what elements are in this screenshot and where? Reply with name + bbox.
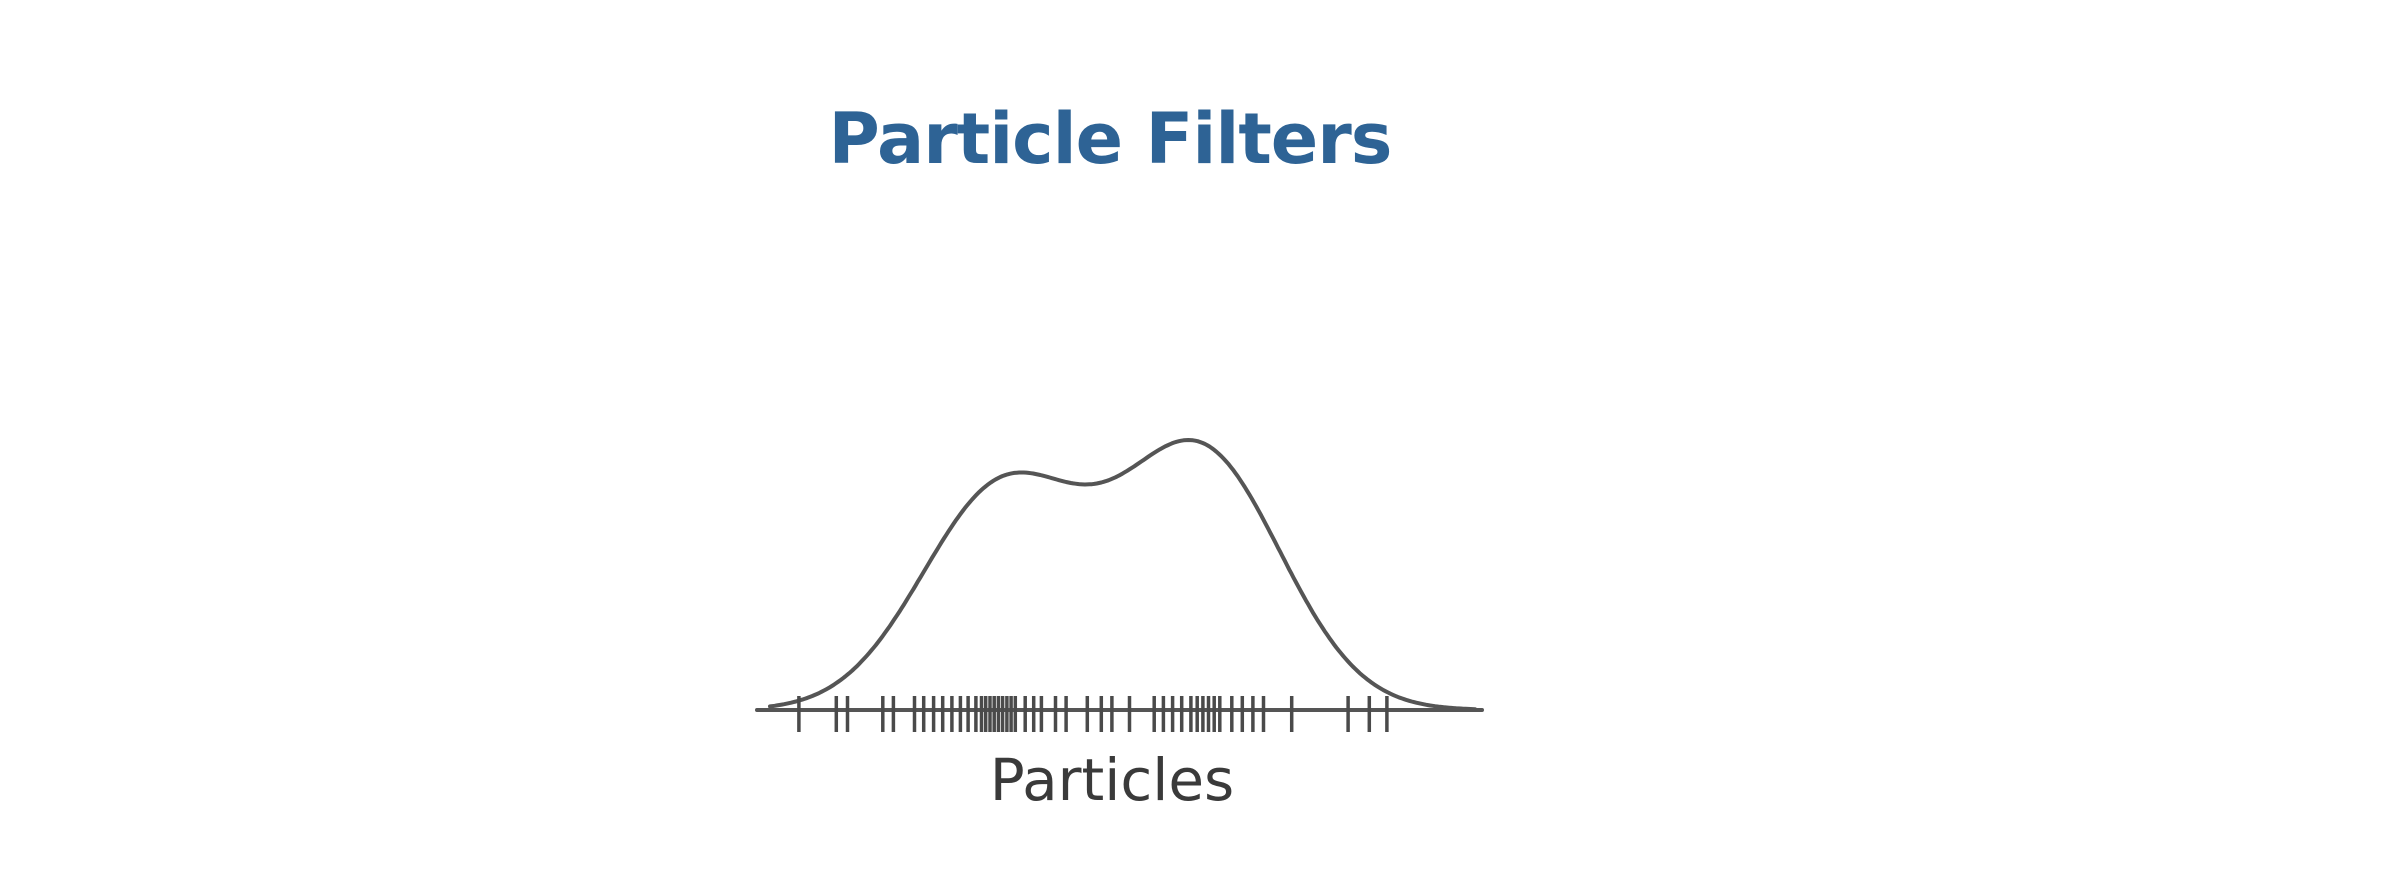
slide-title: Particle Filters (828, 98, 1393, 180)
density-curve (768, 438, 1477, 712)
particles-label: Particles (990, 746, 1235, 814)
particle-ticks (797, 696, 1389, 732)
